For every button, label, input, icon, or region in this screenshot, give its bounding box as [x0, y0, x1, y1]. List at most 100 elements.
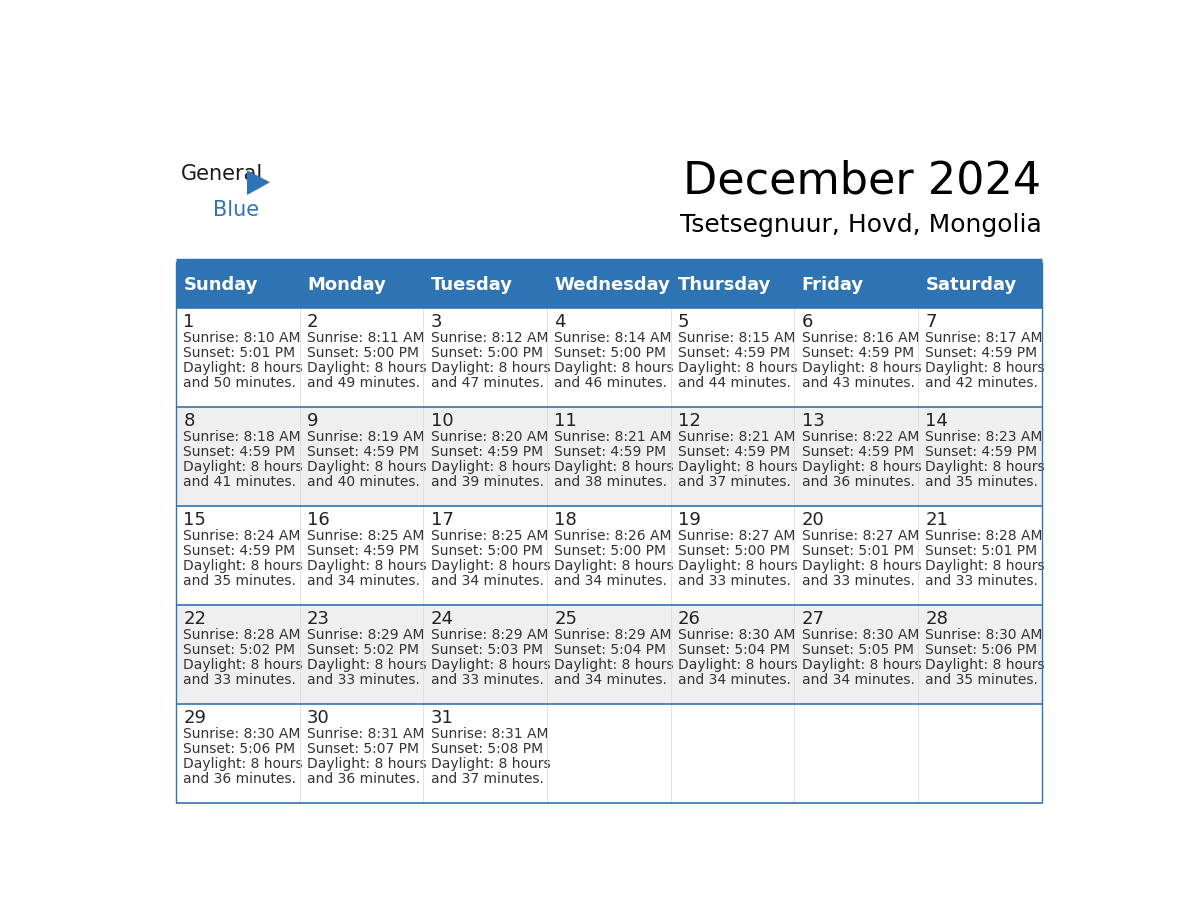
Bar — [423, 506, 546, 605]
Text: Daylight: 8 hours: Daylight: 8 hours — [925, 460, 1045, 474]
Text: and 41 minutes.: and 41 minutes. — [183, 475, 297, 489]
Text: Sunrise: 8:16 AM: Sunrise: 8:16 AM — [802, 331, 920, 345]
Text: 5: 5 — [678, 313, 689, 331]
Text: Sunrise: 8:27 AM: Sunrise: 8:27 AM — [802, 530, 920, 543]
Text: Sunrise: 8:29 AM: Sunrise: 8:29 AM — [431, 628, 548, 643]
Text: Sunset: 4:59 PM: Sunset: 4:59 PM — [183, 445, 296, 459]
Bar — [795, 263, 918, 308]
Text: Daylight: 8 hours: Daylight: 8 hours — [308, 361, 426, 375]
Text: Sunset: 4:59 PM: Sunset: 4:59 PM — [431, 445, 543, 459]
Text: Daylight: 8 hours: Daylight: 8 hours — [308, 559, 426, 573]
Text: Daylight: 8 hours: Daylight: 8 hours — [183, 460, 303, 474]
Text: Daylight: 8 hours: Daylight: 8 hours — [308, 658, 426, 672]
Text: Sunrise: 8:25 AM: Sunrise: 8:25 AM — [308, 530, 424, 543]
Text: Sunrise: 8:21 AM: Sunrise: 8:21 AM — [555, 431, 672, 444]
Text: 13: 13 — [802, 412, 824, 430]
Text: and 42 minutes.: and 42 minutes. — [925, 376, 1038, 390]
Text: and 46 minutes.: and 46 minutes. — [555, 376, 668, 390]
Text: Daylight: 8 hours: Daylight: 8 hours — [802, 460, 922, 474]
Text: Daylight: 8 hours: Daylight: 8 hours — [183, 559, 303, 573]
Bar — [299, 506, 423, 605]
Bar — [795, 506, 918, 605]
Text: and 35 minutes.: and 35 minutes. — [925, 673, 1038, 687]
Polygon shape — [247, 170, 270, 195]
Text: Friday: Friday — [802, 276, 864, 294]
Bar — [918, 308, 1042, 407]
Text: Sunset: 5:06 PM: Sunset: 5:06 PM — [925, 644, 1037, 657]
Text: Sunrise: 8:30 AM: Sunrise: 8:30 AM — [802, 628, 920, 643]
Text: Sunrise: 8:30 AM: Sunrise: 8:30 AM — [925, 628, 1043, 643]
Text: and 38 minutes.: and 38 minutes. — [555, 475, 668, 489]
Text: and 36 minutes.: and 36 minutes. — [802, 475, 915, 489]
Text: Sunset: 5:00 PM: Sunset: 5:00 PM — [555, 544, 666, 558]
Text: 23: 23 — [308, 610, 330, 628]
Text: 16: 16 — [308, 511, 330, 529]
Text: Daylight: 8 hours: Daylight: 8 hours — [555, 361, 674, 375]
Text: Daylight: 8 hours: Daylight: 8 hours — [925, 559, 1045, 573]
Text: Sunset: 5:07 PM: Sunset: 5:07 PM — [308, 742, 419, 756]
Text: Sunset: 5:00 PM: Sunset: 5:00 PM — [431, 544, 543, 558]
Bar — [671, 506, 795, 605]
Text: Sunrise: 8:31 AM: Sunrise: 8:31 AM — [431, 727, 548, 741]
Text: Daylight: 8 hours: Daylight: 8 hours — [802, 559, 922, 573]
Text: Sunset: 5:03 PM: Sunset: 5:03 PM — [431, 644, 543, 657]
Text: and 49 minutes.: and 49 minutes. — [308, 376, 421, 390]
Text: 18: 18 — [555, 511, 577, 529]
Text: and 34 minutes.: and 34 minutes. — [308, 574, 421, 588]
Text: Sunset: 4:59 PM: Sunset: 4:59 PM — [925, 445, 1037, 459]
Text: Sunset: 4:59 PM: Sunset: 4:59 PM — [555, 445, 666, 459]
Text: and 43 minutes.: and 43 minutes. — [802, 376, 915, 390]
Text: 30: 30 — [308, 709, 330, 727]
Text: 29: 29 — [183, 709, 207, 727]
Text: and 33 minutes.: and 33 minutes. — [925, 574, 1038, 588]
Text: Sunrise: 8:30 AM: Sunrise: 8:30 AM — [183, 727, 301, 741]
Text: 19: 19 — [678, 511, 701, 529]
Text: and 37 minutes.: and 37 minutes. — [678, 475, 791, 489]
Text: Daylight: 8 hours: Daylight: 8 hours — [308, 757, 426, 771]
Text: Daylight: 8 hours: Daylight: 8 hours — [802, 361, 922, 375]
Text: and 35 minutes.: and 35 minutes. — [925, 475, 1038, 489]
Bar — [546, 704, 671, 803]
Text: Sunset: 5:00 PM: Sunset: 5:00 PM — [308, 346, 419, 360]
Text: Daylight: 8 hours: Daylight: 8 hours — [678, 460, 797, 474]
Text: Daylight: 8 hours: Daylight: 8 hours — [678, 559, 797, 573]
Text: and 39 minutes.: and 39 minutes. — [431, 475, 544, 489]
Bar — [299, 704, 423, 803]
Text: 7: 7 — [925, 313, 937, 331]
Text: and 35 minutes.: and 35 minutes. — [183, 574, 296, 588]
Text: Sunrise: 8:20 AM: Sunrise: 8:20 AM — [431, 431, 548, 444]
Text: and 33 minutes.: and 33 minutes. — [802, 574, 915, 588]
Text: 9: 9 — [308, 412, 318, 430]
Text: Sunset: 5:04 PM: Sunset: 5:04 PM — [555, 644, 666, 657]
Text: Daylight: 8 hours: Daylight: 8 hours — [678, 658, 797, 672]
Bar — [299, 263, 423, 308]
Text: Sunrise: 8:23 AM: Sunrise: 8:23 AM — [925, 431, 1043, 444]
Bar — [299, 308, 423, 407]
Bar — [671, 605, 795, 704]
Text: Sunrise: 8:18 AM: Sunrise: 8:18 AM — [183, 431, 301, 444]
Text: Sunset: 5:04 PM: Sunset: 5:04 PM — [678, 644, 790, 657]
Text: 11: 11 — [555, 412, 577, 430]
Text: and 34 minutes.: and 34 minutes. — [678, 673, 791, 687]
Text: and 36 minutes.: and 36 minutes. — [308, 772, 421, 786]
Bar — [671, 308, 795, 407]
Text: Daylight: 8 hours: Daylight: 8 hours — [678, 361, 797, 375]
Text: Sunset: 5:01 PM: Sunset: 5:01 PM — [183, 346, 296, 360]
Bar — [918, 605, 1042, 704]
Text: Daylight: 8 hours: Daylight: 8 hours — [925, 361, 1045, 375]
Text: Sunset: 5:06 PM: Sunset: 5:06 PM — [183, 742, 296, 756]
Text: 8: 8 — [183, 412, 195, 430]
Text: 24: 24 — [431, 610, 454, 628]
Text: 12: 12 — [678, 412, 701, 430]
Text: 1: 1 — [183, 313, 195, 331]
Text: Daylight: 8 hours: Daylight: 8 hours — [183, 757, 303, 771]
Text: 15: 15 — [183, 511, 207, 529]
Bar — [918, 407, 1042, 506]
Text: and 33 minutes.: and 33 minutes. — [678, 574, 791, 588]
Text: Sunrise: 8:31 AM: Sunrise: 8:31 AM — [308, 727, 424, 741]
Text: Daylight: 8 hours: Daylight: 8 hours — [431, 460, 550, 474]
Bar — [795, 308, 918, 407]
Text: Sunset: 4:59 PM: Sunset: 4:59 PM — [308, 544, 419, 558]
Text: Sunset: 4:59 PM: Sunset: 4:59 PM — [183, 544, 296, 558]
Text: December 2024: December 2024 — [683, 160, 1042, 203]
